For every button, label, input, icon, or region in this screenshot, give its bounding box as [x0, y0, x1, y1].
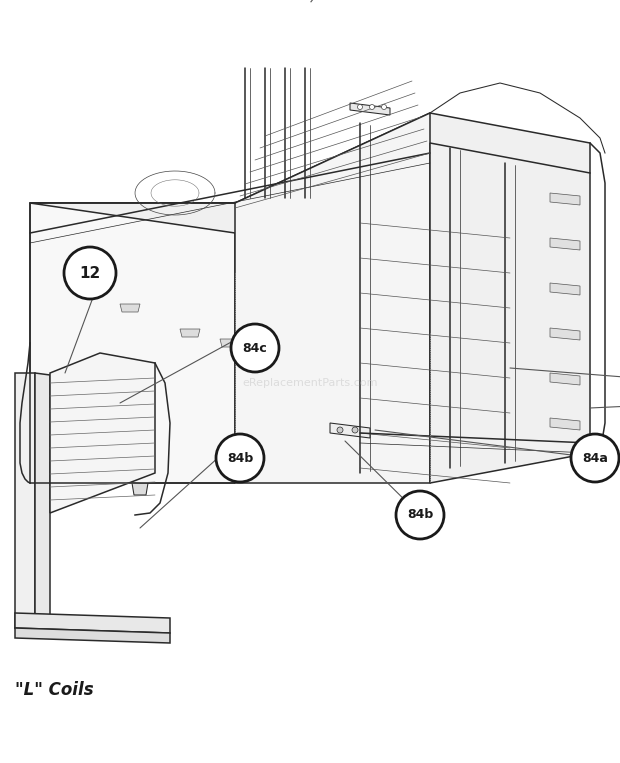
Polygon shape: [30, 203, 235, 483]
Polygon shape: [550, 328, 580, 340]
Text: 84a: 84a: [582, 452, 608, 465]
Text: 84b: 84b: [407, 508, 433, 521]
Circle shape: [370, 105, 374, 110]
Text: 84c: 84c: [242, 342, 267, 355]
Circle shape: [216, 434, 264, 482]
Circle shape: [352, 427, 358, 433]
Polygon shape: [550, 418, 580, 430]
Text: 12: 12: [79, 266, 100, 281]
Polygon shape: [132, 483, 148, 495]
Polygon shape: [15, 613, 170, 633]
Polygon shape: [120, 304, 140, 312]
Polygon shape: [235, 113, 430, 483]
Circle shape: [64, 247, 116, 299]
Circle shape: [381, 105, 386, 110]
Polygon shape: [550, 193, 580, 205]
Polygon shape: [82, 483, 98, 495]
Polygon shape: [32, 483, 48, 495]
Circle shape: [396, 491, 444, 539]
Polygon shape: [85, 279, 105, 287]
Polygon shape: [50, 353, 155, 513]
Polygon shape: [550, 283, 580, 295]
Text: "L" Coils: "L" Coils: [15, 681, 94, 699]
Circle shape: [358, 105, 363, 110]
Polygon shape: [550, 373, 580, 385]
Polygon shape: [15, 373, 35, 628]
Polygon shape: [430, 143, 590, 483]
Circle shape: [571, 434, 619, 482]
Circle shape: [337, 427, 343, 433]
Text: 84b: 84b: [227, 452, 253, 465]
Polygon shape: [35, 373, 50, 626]
Polygon shape: [220, 339, 240, 347]
Polygon shape: [15, 628, 170, 643]
Polygon shape: [180, 329, 200, 337]
Polygon shape: [550, 238, 580, 250]
Polygon shape: [30, 113, 590, 233]
Circle shape: [231, 324, 279, 372]
Polygon shape: [350, 103, 390, 115]
Text: eReplacementParts.com: eReplacementParts.com: [242, 378, 378, 388]
Polygon shape: [330, 423, 370, 438]
